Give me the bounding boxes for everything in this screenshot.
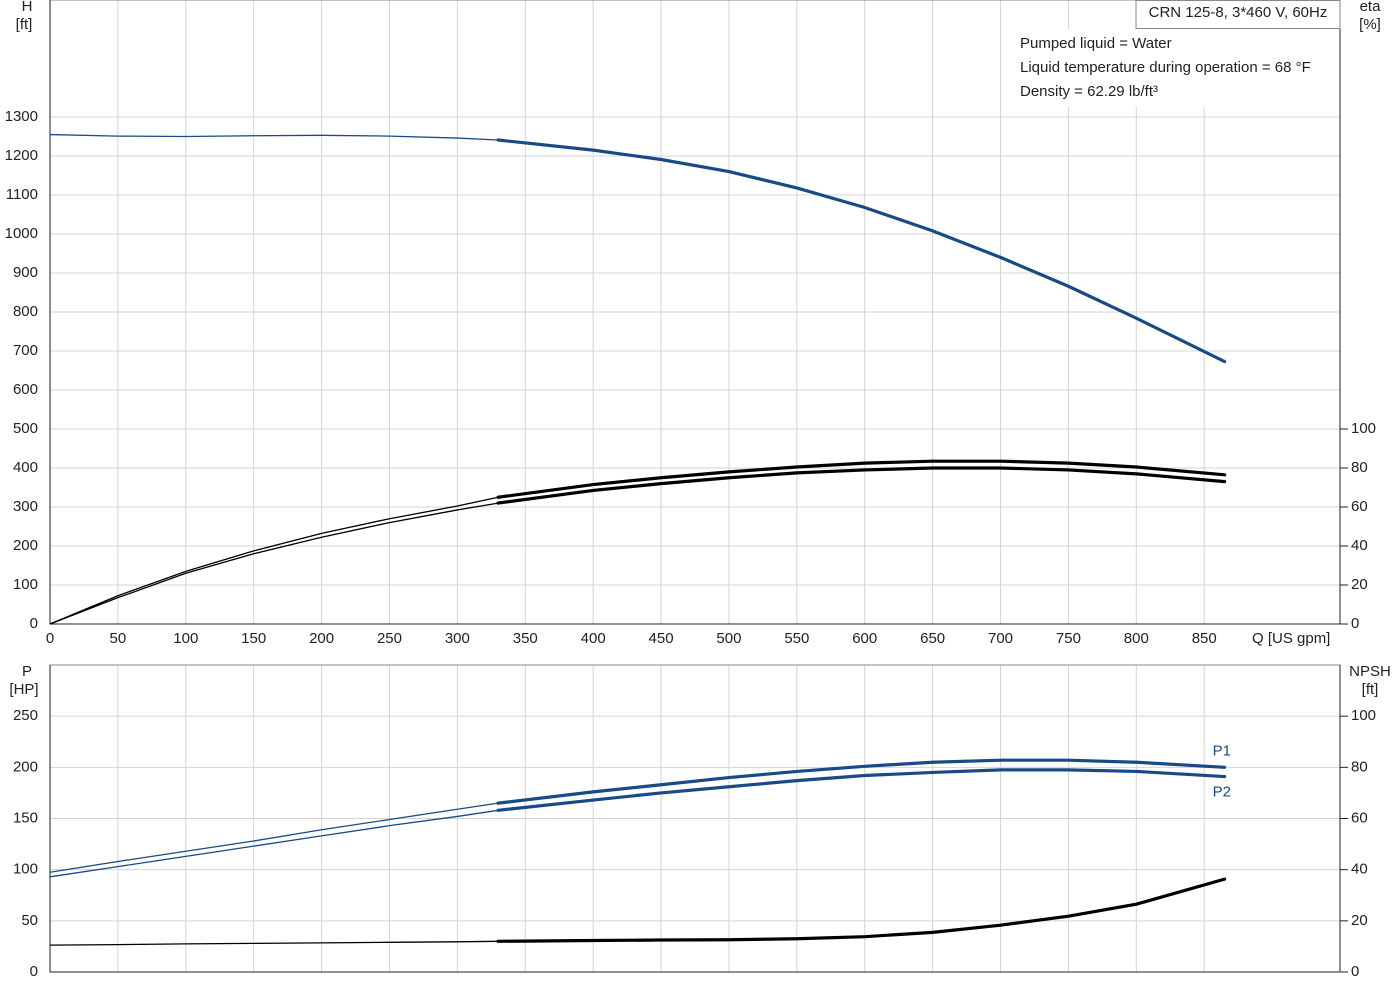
x-tick-label: 50: [110, 630, 127, 647]
series-label: P1: [1213, 742, 1231, 759]
y-tick-label: 1000: [5, 225, 38, 242]
y-tick-label: 100: [13, 576, 38, 593]
y-tick-label: 200: [13, 758, 38, 775]
chart-title: CRN 125-8, 3*460 V, 60Hz: [1149, 4, 1328, 21]
curve-highlight: [496, 466, 1227, 505]
x-tick-label: 300: [445, 630, 470, 647]
y2-axis-label: eta: [1360, 0, 1382, 15]
y-tick-label: 600: [13, 381, 38, 398]
x-tick-label: 700: [988, 630, 1013, 647]
curve-highlight: [496, 877, 1227, 943]
y-tick-label: 800: [13, 303, 38, 320]
x-axis-label: Q [US gpm]: [1252, 630, 1330, 647]
curve-highlight: [496, 758, 1227, 805]
y2-tick-label: 20: [1351, 576, 1368, 593]
y2-tick-label: 60: [1351, 498, 1368, 515]
y2-tick-label: 20: [1351, 912, 1368, 929]
x-tick-label: 600: [852, 630, 877, 647]
x-tick-label: 100: [173, 630, 198, 647]
y-tick-label: 100: [13, 861, 38, 878]
x-tick-label: 250: [377, 630, 402, 647]
y-tick-label: 0: [30, 615, 38, 632]
y2-tick-label: 40: [1351, 537, 1368, 554]
y-tick-label: 50: [21, 912, 38, 929]
x-tick-label: 650: [920, 630, 945, 647]
y2-tick-label: 40: [1351, 861, 1368, 878]
x-tick-label: 450: [649, 630, 674, 647]
y2-tick-label: 100: [1351, 420, 1376, 437]
annotation: Liquid temperature during operation = 68…: [1020, 59, 1311, 76]
y2-tick-label: 0: [1351, 615, 1359, 632]
y-tick-label: 1300: [5, 108, 38, 125]
curve-highlight: [496, 768, 1227, 812]
y2-axis-label: NPSH: [1349, 663, 1391, 680]
x-tick-label: 800: [1124, 630, 1149, 647]
y2-tick-label: 80: [1351, 459, 1368, 476]
x-tick-label: 350: [513, 630, 538, 647]
y2-axis-unit: [ft]: [1362, 681, 1379, 698]
x-tick-label: 500: [716, 630, 741, 647]
x-tick-label: 150: [241, 630, 266, 647]
y-tick-label: 1200: [5, 147, 38, 164]
y-tick-label: 0: [30, 963, 38, 980]
y-tick-label: 200: [13, 537, 38, 554]
annotation: Pumped liquid = Water: [1020, 35, 1172, 52]
y-axis-label: H: [22, 0, 33, 15]
y-axis-label: P: [22, 663, 32, 680]
x-tick-label: 400: [581, 630, 606, 647]
x-tick-label: 0: [46, 630, 54, 647]
curve-highlight: [496, 138, 1227, 364]
y2-tick-label: 0: [1351, 963, 1359, 980]
y2-tick-label: 100: [1351, 707, 1376, 724]
curve-highlight: [496, 459, 1227, 499]
x-tick-label: 200: [309, 630, 334, 647]
x-tick-label: 750: [1056, 630, 1081, 647]
y2-tick-label: 60: [1351, 809, 1368, 826]
y-tick-label: 150: [13, 809, 38, 826]
y-tick-label: 900: [13, 264, 38, 281]
y-tick-label: 500: [13, 420, 38, 437]
y-axis-unit: [HP]: [9, 681, 38, 698]
y2-tick-label: 80: [1351, 758, 1368, 775]
x-tick-label: 850: [1192, 630, 1217, 647]
y-tick-label: 400: [13, 459, 38, 476]
y-tick-label: 300: [13, 498, 38, 515]
x-tick-label: 550: [784, 630, 809, 647]
info-background: [1012, 29, 1339, 107]
y-tick-label: 1100: [6, 186, 38, 203]
y-axis-unit: [ft]: [16, 16, 33, 33]
series-label: P2: [1213, 784, 1231, 801]
y-tick-label: 250: [13, 707, 38, 724]
annotation: Density = 62.29 lb/ft³: [1020, 83, 1158, 100]
y-tick-label: 700: [13, 342, 38, 359]
title-box: [1135, 0, 1341, 29]
y2-axis-unit: [%]: [1359, 16, 1381, 33]
